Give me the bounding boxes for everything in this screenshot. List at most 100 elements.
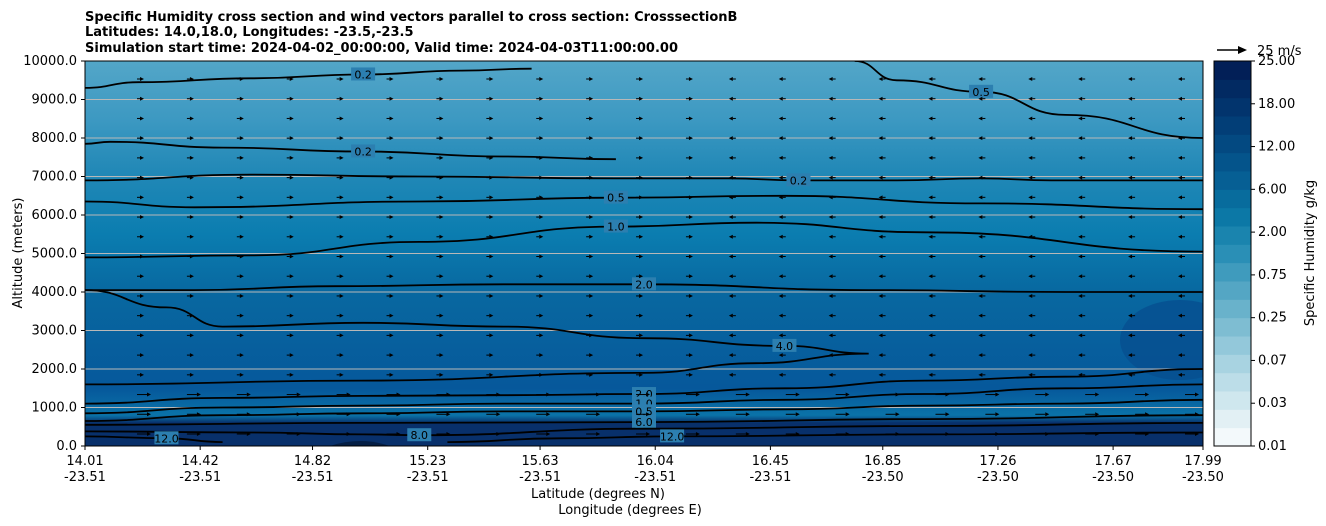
wind-vector-head [496,392,501,397]
wind-vector-head [728,195,733,200]
x-tick-lon: -23.51 [292,470,334,485]
wind-vector-head [539,254,544,259]
wind-vector-head [346,392,351,397]
wind-vector-head [140,313,144,318]
wind-vector-head [1178,234,1182,239]
wind-vector-head [239,333,244,338]
wind-vector-head [396,432,401,436]
wind-vector-head [895,412,900,417]
colorbar-segment [1214,97,1251,117]
wind-vector-head [289,234,294,239]
wind-vector-head [140,372,144,377]
wind-vector-head [1078,234,1083,239]
y-tick-label: 6000.0 [32,208,78,223]
colorbar-segment [1214,226,1251,245]
wind-vector-head [945,412,950,417]
wind-vector-head [1195,392,1199,397]
wind-vector-head [389,195,394,200]
wind-vector-head [878,136,883,141]
wind-vector-head [589,136,594,141]
wind-vector-head [446,412,451,417]
colorbar: 0.01 0.03 0.07 0.25 0.75 2.00 6.00 12.00 18.00 25… [1213,54,1295,454]
wind-vector-head [778,254,783,259]
wind-vector-head [978,313,983,318]
contour-label-bg [786,173,811,187]
wind-vector-head [439,254,444,259]
quiver-key: 25 m/s [1217,44,1302,59]
wind-vector-head [1028,293,1033,298]
wind-vector-head [828,274,833,279]
wind-vector-head [878,96,883,101]
y-tick-label: 8000.0 [32,131,78,146]
wind-vector-head [995,392,1000,397]
wind-vector-head [1128,254,1133,259]
colorbar-segment [1214,409,1251,429]
wind-vector-head [140,254,144,259]
wind-vector-head [389,116,394,121]
wind-vector-head [589,234,594,239]
contour-line [85,289,869,386]
wind-vector-head [728,372,733,377]
colorbar-label: Specific Humidity g/kg [1303,180,1318,326]
wind-vector-head [1078,372,1083,377]
wind-vector-head [1045,412,1050,417]
wind-vector-head [795,432,800,436]
wind-vector-head [639,372,644,377]
contour-label: 0.2 [354,68,372,81]
wind-vector-head [928,175,933,180]
wind-vector-head [289,175,294,180]
wind-vector-head [339,234,344,239]
wind-vector-head [1028,313,1033,318]
wind-vector-head [1128,274,1133,279]
wind-vector-head [189,293,194,298]
wind-vector-head [239,136,244,141]
wind-vector-head [1028,372,1033,377]
wind-vector-head [778,96,783,101]
contour-line [85,67,532,89]
contour-label: 0.2 [354,145,372,158]
wind-vector-head [289,293,294,298]
wind-vector-head [795,412,800,417]
wind-vector-head [140,136,144,141]
wind-vector-head [978,333,983,338]
wind-vector-head [978,175,983,180]
contour-label-bg [351,144,376,158]
wind-vector-head [1178,274,1182,279]
wind-vector-head [539,372,544,377]
wind-vector-head [778,116,783,121]
contour-label-bg [407,428,432,442]
wind-vector-head [639,313,644,318]
wind-vector-head [978,353,983,358]
wind-vector-head [289,136,294,141]
wind-vector-head [489,313,494,318]
wind-vector-head [928,116,933,121]
wind-vector-head [795,392,800,397]
wind-vector-head [289,353,294,358]
wind-vector-head [639,136,644,141]
wind-vector-head [439,234,444,239]
wind-vector-head [1028,116,1033,121]
y-tick-label: 2000.0 [32,362,78,377]
moist-patch [1120,300,1203,380]
wind-vector-head [289,195,294,200]
wind-vector-head [778,353,783,358]
wind-vector-head [339,313,344,318]
contour-lines: 0.20.20.20.50.51.02.04.02.01.00.56.08.01… [85,61,1203,445]
wind-vector-head [289,372,294,377]
wind-vector-head [489,116,494,121]
contour-line [85,140,616,161]
wind-vector-head [1078,116,1083,121]
x-tick-lat: 17.67 [1095,454,1132,469]
wind-vector-head [239,155,244,160]
contour-label-bg [660,429,685,443]
wind-vector-head [1128,195,1133,200]
colorbar-tick-label: 0.07 [1258,353,1287,368]
wind-vector-head [1095,392,1100,397]
wind-vector-head [778,175,783,180]
wind-vector-head [1028,215,1033,220]
wind-vector-head [389,254,394,259]
wind-vector-head [1078,353,1083,358]
wind-vector-head [1028,136,1033,141]
wind-vector-head [339,215,344,220]
wind-vector-head [928,313,933,318]
